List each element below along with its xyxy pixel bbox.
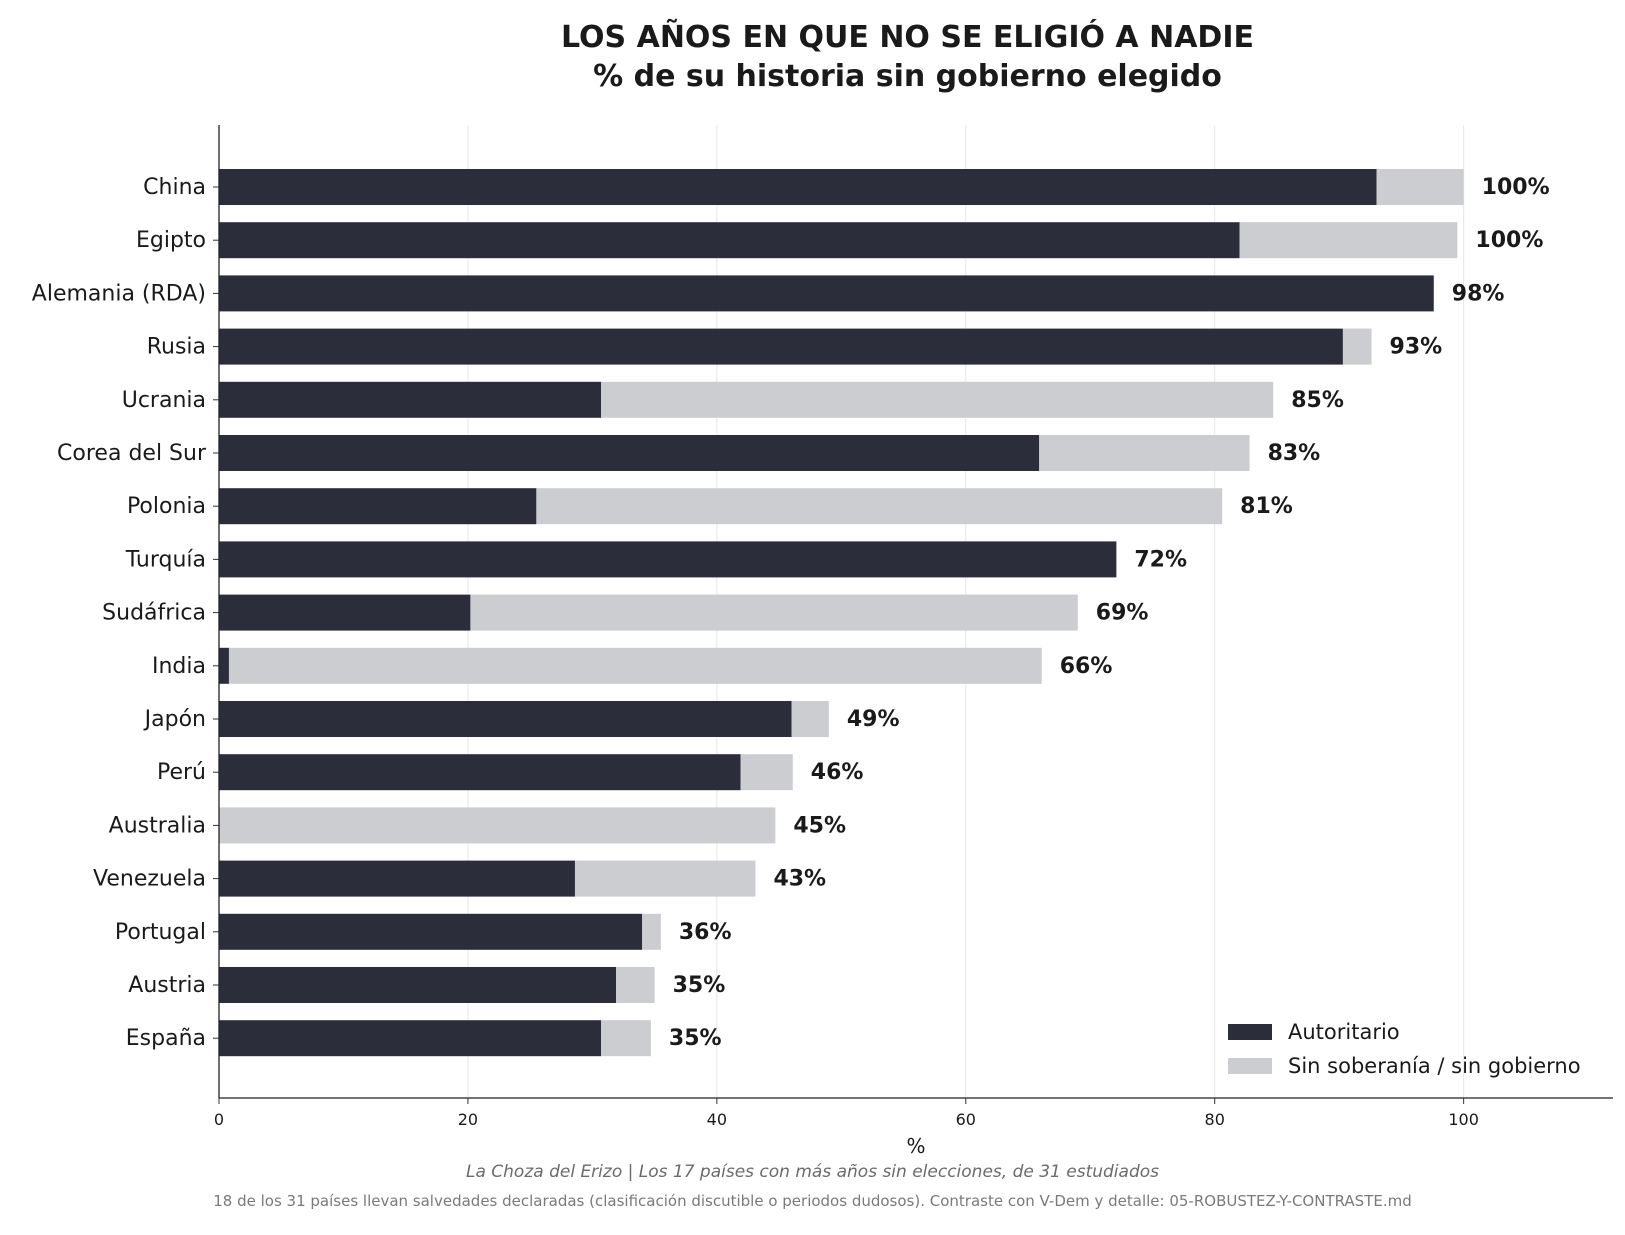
x-tick-label: 20 <box>458 1110 478 1129</box>
category-label: Sudáfrica <box>102 601 206 626</box>
bar-value-label: 46% <box>811 760 864 785</box>
category-label: Alemania (RDA) <box>32 281 206 306</box>
bar-segment <box>740 754 793 791</box>
bar-value-label: 72% <box>1134 547 1187 572</box>
bar-segment <box>219 381 602 418</box>
category-label: Corea del Sur <box>57 441 207 466</box>
bar-value-label: 100% <box>1475 228 1543 253</box>
bar-value-label: 81% <box>1240 494 1293 519</box>
category-label: Portugal <box>115 920 206 945</box>
x-tick-label: 0 <box>214 1110 224 1129</box>
bar-value-label: 36% <box>679 920 732 945</box>
bar-segment <box>219 275 1434 312</box>
bar-value-label: 66% <box>1060 654 1113 679</box>
bar-segment <box>470 594 1078 631</box>
x-tick-label: 100 <box>1448 1110 1479 1129</box>
bar-segment <box>219 488 537 525</box>
bar-value-label: 93% <box>1390 335 1443 360</box>
bar-value-label: 98% <box>1452 281 1505 306</box>
category-label: España <box>126 1026 206 1051</box>
bar-segment <box>219 541 1117 578</box>
bar-segment <box>1342 328 1372 365</box>
bar-value-label: 69% <box>1096 601 1149 626</box>
legend-label: Sin soberanía / sin gobierno <box>1288 1054 1581 1078</box>
category-label: Ucrania <box>122 388 206 413</box>
bar-segment <box>574 860 756 897</box>
x-tick-label: 60 <box>956 1110 976 1129</box>
footer-note: 18 de los 31 países llevan salvedades de… <box>213 1192 1412 1210</box>
x-axis-title: % <box>906 1134 925 1158</box>
legend-swatch <box>1228 1024 1272 1040</box>
x-tick-label: 40 <box>707 1110 727 1129</box>
bar-segment <box>219 169 1377 205</box>
category-label: Polonia <box>127 494 206 519</box>
bar-value-label: 83% <box>1268 441 1321 466</box>
bar-segment <box>791 701 829 737</box>
bar-value-label: 49% <box>847 707 900 732</box>
bar-segment <box>219 647 229 684</box>
category-label: Austria <box>128 973 206 998</box>
bar-segment <box>228 647 1042 684</box>
legend-label: Autoritario <box>1288 1020 1400 1044</box>
bar-segment <box>219 807 776 844</box>
category-label: Turquía <box>125 547 206 572</box>
bar-value-label: 100% <box>1482 175 1550 200</box>
category-label: Australia <box>109 813 206 838</box>
category-label: Egipto <box>136 228 206 253</box>
chart-title-block: LOS AÑOS EN QUE NO SE ELIGIÓ A NADIE % d… <box>0 18 1625 96</box>
bar-value-label: 45% <box>793 813 846 838</box>
bar-segment <box>219 913 643 950</box>
bar-segment <box>536 488 1223 525</box>
bar-value-label: 35% <box>669 1026 722 1051</box>
category-label: Venezuela <box>93 867 206 892</box>
bar-segment <box>601 381 1274 418</box>
bar-segment <box>219 222 1240 259</box>
chart-subtitle: % de su historia sin gobierno elegido <box>593 59 1222 94</box>
bar-segment <box>219 594 471 631</box>
bar-segment <box>219 1020 602 1057</box>
category-label: Perú <box>157 760 206 785</box>
legend-swatch <box>1228 1058 1272 1074</box>
x-tick-label: 80 <box>1205 1110 1225 1129</box>
bar-segment <box>616 967 655 1003</box>
category-label: Japón <box>143 707 206 732</box>
bar-value-label: 85% <box>1291 388 1344 413</box>
category-label: China <box>143 175 206 200</box>
bar-segment <box>219 701 792 737</box>
chart-title: LOS AÑOS EN QUE NO SE ELIGIÓ A NADIE <box>561 20 1254 55</box>
bar-segment <box>1039 435 1250 471</box>
category-label: India <box>152 654 206 679</box>
bar-segment <box>601 1020 651 1057</box>
bar-segment <box>219 754 741 791</box>
bar-segment <box>219 328 1343 365</box>
footer-source: La Choza del Erizo | Los 17 países con m… <box>465 1162 1159 1182</box>
bar-segment <box>219 435 1040 471</box>
bar-segment <box>1376 169 1464 205</box>
bar-value-label: 35% <box>673 973 726 998</box>
category-label: Rusia <box>147 335 206 360</box>
bar-segment <box>642 913 661 950</box>
bar-value-label: 43% <box>773 867 826 892</box>
bar-segment <box>219 967 617 1003</box>
bar-segment <box>1239 222 1458 259</box>
bar-segment <box>219 860 575 897</box>
